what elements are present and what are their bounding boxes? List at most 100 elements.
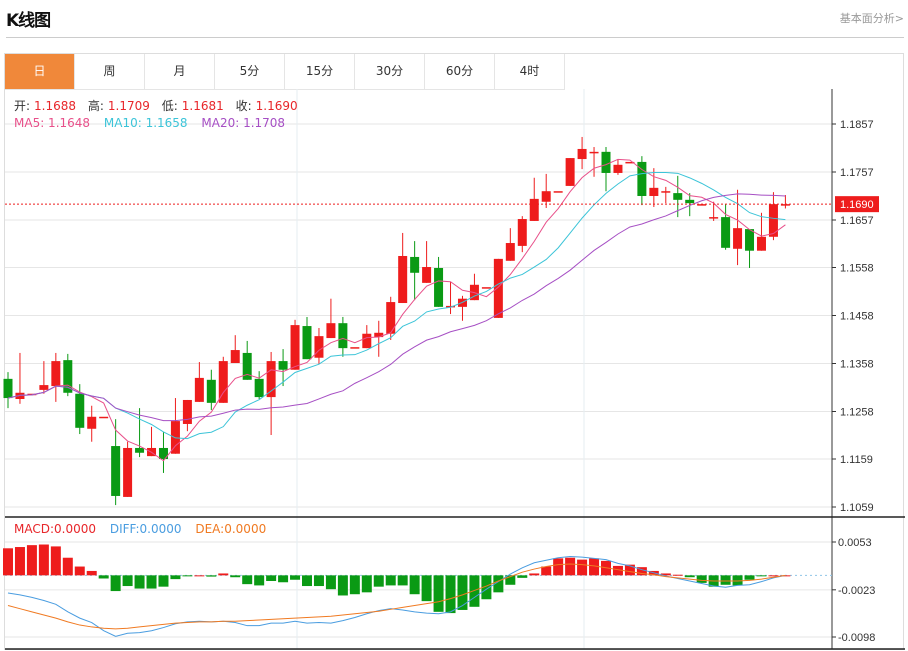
candle-body [230, 350, 240, 364]
tab-30min[interactable]: 30分 [355, 54, 425, 89]
candle [745, 229, 755, 268]
macd-bar [122, 575, 133, 587]
ma5-legend: MA5: 1.1648 [14, 116, 91, 130]
candle [529, 177, 539, 221]
candle [697, 204, 707, 206]
candle [410, 241, 420, 301]
candle-body [242, 352, 252, 380]
open-label: 开: [14, 99, 31, 113]
candle [254, 371, 264, 400]
macd-bar [768, 575, 779, 577]
candle-body [756, 236, 766, 251]
macd-bar [50, 546, 61, 576]
macd-bar [266, 575, 277, 582]
macd-bar [26, 545, 37, 576]
candle-body [75, 393, 85, 428]
candle-body [661, 191, 671, 193]
candle-body [434, 267, 444, 307]
macd-bar [134, 575, 145, 589]
candle [493, 258, 503, 318]
candle [51, 352, 61, 402]
candle [374, 320, 384, 357]
low-value: 1.1681 [181, 99, 224, 113]
candle [338, 316, 348, 357]
candle [577, 136, 587, 170]
tab-week[interactable]: 周 [75, 54, 145, 89]
candle-body [505, 243, 515, 261]
macd-bar [337, 575, 348, 596]
tab-month[interactable]: 月 [145, 54, 215, 89]
candle [39, 361, 49, 394]
macd-bar [3, 548, 13, 576]
tab-day[interactable]: 日 [5, 54, 75, 89]
candle [756, 212, 766, 251]
y-tick-label: 1.1159 [840, 454, 873, 466]
tab-15min[interactable]: 15分 [285, 54, 355, 89]
fundamental-analysis-link[interactable]: 基本面分析> [839, 12, 904, 25]
macd-bar [684, 575, 695, 578]
candle [780, 195, 790, 209]
candle-body [481, 287, 491, 289]
macd-bar [469, 575, 480, 607]
macd-bar [696, 575, 707, 583]
macd-bar [612, 565, 623, 576]
candle-body [768, 204, 778, 237]
candle [481, 287, 491, 289]
macd-bar [373, 575, 384, 587]
candle [768, 192, 778, 241]
tab-4hour[interactable]: 4时 [495, 54, 565, 89]
macd-y-tick-label: -0.0023 [838, 585, 875, 597]
macd-bar [720, 575, 731, 585]
candle-body [637, 161, 647, 196]
candle-body [182, 399, 192, 424]
period-tabs: 日 周 月 5分 15分 30分 60分 4时 [5, 54, 565, 90]
macd-bar [457, 575, 468, 610]
macd-bar [636, 567, 647, 576]
dea-line [7, 563, 786, 630]
macd-bar [517, 575, 528, 578]
macd-bar [529, 573, 540, 576]
macd-y-tick-label: 0.0053 [838, 537, 872, 549]
candle-body [158, 447, 168, 460]
candle-body [577, 148, 587, 160]
candle [326, 298, 336, 339]
macd-bar [146, 575, 157, 589]
candle [135, 408, 145, 458]
y-tick-label: 1.1258 [840, 406, 874, 418]
tab-5min[interactable]: 5分 [215, 54, 285, 89]
macd-legend: MACD:0.0000 DIFF:0.0000 DEA:0.0000 [14, 522, 270, 536]
candle-body [649, 187, 659, 196]
candle-body [601, 151, 611, 173]
candle-body [218, 361, 228, 403]
y-tick-label: 1.1558 [840, 263, 874, 275]
candle-body [493, 258, 503, 318]
macd-bar [182, 575, 193, 577]
macd-bar [194, 575, 205, 577]
candle [446, 281, 456, 315]
candle-body [529, 198, 539, 221]
candle [362, 325, 372, 349]
macd-bar [86, 570, 97, 576]
low-label: 低: [161, 99, 178, 113]
candle [206, 369, 216, 411]
candle-body [206, 379, 216, 403]
macd-bar [565, 557, 576, 576]
ma20-line [7, 193, 786, 422]
candle-body [374, 332, 384, 338]
tab-60min[interactable]: 60分 [425, 54, 495, 89]
macd-bar [672, 574, 683, 576]
macd-bar [505, 575, 516, 585]
candle-body [780, 204, 790, 206]
candle [398, 232, 408, 304]
high-label: 高: [87, 99, 104, 113]
candle-body [422, 267, 432, 283]
y-tick-label: 1.1458 [840, 311, 874, 323]
y-tick-label: 1.1657 [840, 215, 874, 227]
candle [87, 405, 97, 442]
ma5-line [7, 158, 786, 462]
candle [302, 316, 312, 360]
open-value: 1.1688 [34, 99, 77, 113]
macd-bar [756, 575, 767, 577]
candle-body [326, 323, 336, 339]
